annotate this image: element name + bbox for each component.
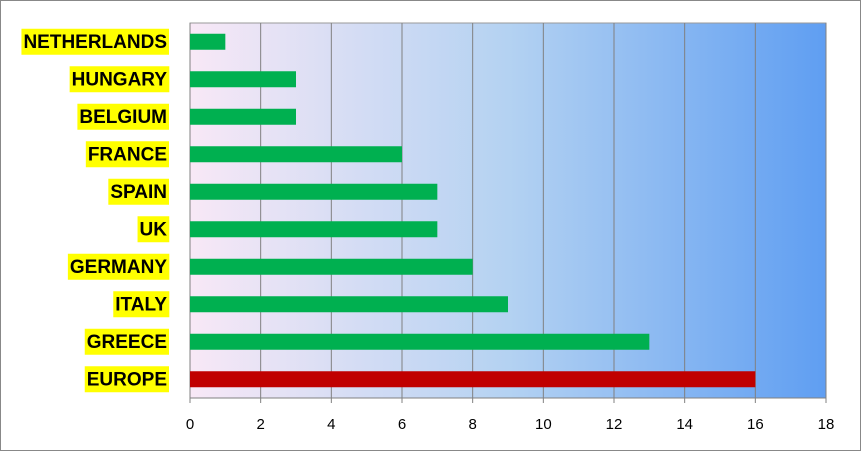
y-tick-label: BELGIUM xyxy=(79,107,167,128)
x-tick-label: 10 xyxy=(535,416,552,433)
y-tick-label: SPAIN xyxy=(110,182,167,203)
bar xyxy=(190,33,226,50)
label-highlight xyxy=(21,28,169,55)
category-label-group: BELGIUM xyxy=(77,103,169,130)
x-tick-label: 16 xyxy=(747,416,764,433)
x-tick-label: 4 xyxy=(327,416,335,433)
y-tick-label: GERMANY xyxy=(70,257,167,278)
y-tick-label: FRANCE xyxy=(88,144,167,165)
category-label-group: HUNGARY xyxy=(69,66,170,93)
category-label-group: EUROPE xyxy=(84,366,169,393)
bar xyxy=(190,258,473,275)
label-highlight xyxy=(113,291,170,318)
label-highlight xyxy=(108,178,169,205)
x-tick-label: 6 xyxy=(398,416,406,433)
y-tick-label: EUROPE xyxy=(87,369,167,390)
bar xyxy=(190,183,438,200)
bar xyxy=(190,108,296,125)
x-tick-label: 12 xyxy=(606,416,623,433)
x-tick-label: 18 xyxy=(818,416,835,433)
y-tick-label: UK xyxy=(140,219,168,240)
bar xyxy=(190,146,402,163)
category-label-group: UK xyxy=(137,216,170,243)
x-tick-label: 0 xyxy=(186,416,194,433)
label-highlight xyxy=(84,366,169,393)
y-tick-label: GREECE xyxy=(87,332,167,353)
label-highlight xyxy=(85,141,169,168)
category-label-group: GERMANY xyxy=(67,253,170,280)
category-label-group: ITALY xyxy=(113,291,170,318)
bar xyxy=(190,296,508,313)
bar xyxy=(190,221,438,238)
category-label-group: NETHERLANDS xyxy=(21,28,169,55)
label-highlight xyxy=(137,216,170,243)
label-highlight xyxy=(77,103,169,130)
y-tick-label: ITALY xyxy=(115,294,167,315)
label-highlight xyxy=(69,66,170,93)
category-label-group: FRANCE xyxy=(85,141,169,168)
label-highlight xyxy=(84,328,169,355)
x-tick-label: 8 xyxy=(468,416,476,433)
category-label-group: SPAIN xyxy=(108,178,169,205)
category-label-group: GREECE xyxy=(84,328,169,355)
x-tick-label: 14 xyxy=(676,416,693,433)
label-highlight xyxy=(67,253,170,280)
bar xyxy=(190,333,650,350)
y-tick-label: HUNGARY xyxy=(72,69,168,90)
bar xyxy=(190,71,296,88)
x-tick-label: 2 xyxy=(256,416,264,433)
bar xyxy=(190,371,756,388)
y-tick-label: NETHERLANDS xyxy=(23,32,167,53)
